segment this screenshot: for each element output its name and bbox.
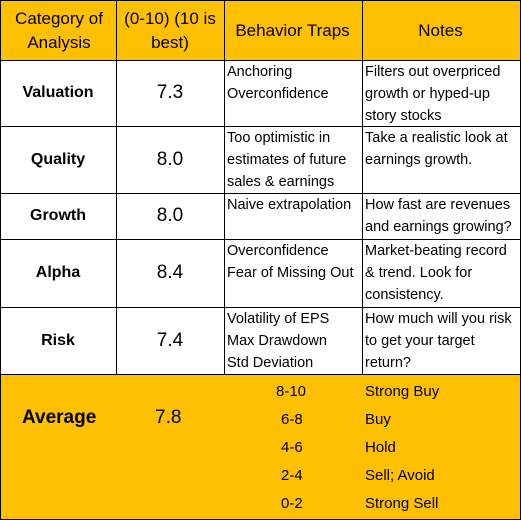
scale-label-4: Sell; Avoid <box>365 467 435 484</box>
header-notes: Notes <box>418 21 463 40</box>
footer-average-label: Average <box>22 407 97 428</box>
border-col-3 <box>362 0 363 375</box>
row-category-growth: Growth <box>30 207 86 224</box>
row-notes-quality: Take a realistic look at earnings growth… <box>365 130 508 168</box>
row-traps-quality: Too optimistic in estimates of future sa… <box>227 130 347 190</box>
border-row-4 <box>0 307 521 308</box>
row-notes-alpha: Market-beating record & trend. Look for … <box>365 243 507 303</box>
border-row-2 <box>0 193 521 194</box>
row-score-quality: 8.0 <box>156 148 184 170</box>
border-row-3 <box>0 239 521 240</box>
row-category-alpha: Alpha <box>35 264 81 281</box>
border-left <box>0 0 1 520</box>
row-traps-growth: Naive extrapolation <box>227 197 352 213</box>
scale-label-1: Strong Buy <box>365 383 440 400</box>
row-category-quality: Quality <box>30 150 86 168</box>
row-score-valuation: 7.3 <box>156 82 184 103</box>
scale-label-3: Hold <box>365 439 396 456</box>
border-col-1 <box>116 0 117 375</box>
row-category-risk: Risk <box>41 331 75 349</box>
row-notes-valuation: Filters out overpriced growth or hyped-u… <box>365 64 501 124</box>
row-score-risk: 7.4 <box>156 329 184 351</box>
header-band <box>0 0 521 60</box>
scale-range-4: 2-4 <box>281 467 303 484</box>
row-notes-growth: How fast are revenues and earnings growi… <box>365 197 512 235</box>
header-category-of-analysis: Category of Analysis <box>15 9 103 52</box>
header-score: (0-10) (10 is best) <box>124 9 216 52</box>
scale-range-3: 4-6 <box>281 439 303 456</box>
header-behavior-traps: Behavior Traps <box>235 21 350 40</box>
border-header-bottom <box>0 60 521 61</box>
row-traps-risk: Volatility of EPS Max Drawdown Std Devia… <box>227 311 330 371</box>
border-top <box>0 0 521 1</box>
border-body-bottom <box>0 374 521 375</box>
row-score-growth: 8.0 <box>156 205 184 226</box>
row-score-alpha: 8.4 <box>156 262 184 283</box>
footer-band <box>0 375 521 520</box>
row-notes-risk: How much will you risk to get your targe… <box>365 311 512 371</box>
border-row-1 <box>0 126 521 127</box>
scale-range-1: 8-10 <box>276 383 307 400</box>
footer-average-score: 7.8 <box>155 407 182 428</box>
row-category-valuation: Valuation <box>22 84 94 101</box>
scale-label-5: Strong Sell <box>365 495 439 512</box>
scale-range-2: 6-8 <box>281 411 303 428</box>
scale-range-5: 0-2 <box>281 495 303 512</box>
border-col-2 <box>224 0 225 375</box>
scale-label-2: Buy <box>365 411 391 428</box>
row-traps-alpha: Overconfidence Fear of Missing Out <box>227 243 354 281</box>
row-traps-valuation: Anchoring Overconfidence <box>227 64 329 102</box>
